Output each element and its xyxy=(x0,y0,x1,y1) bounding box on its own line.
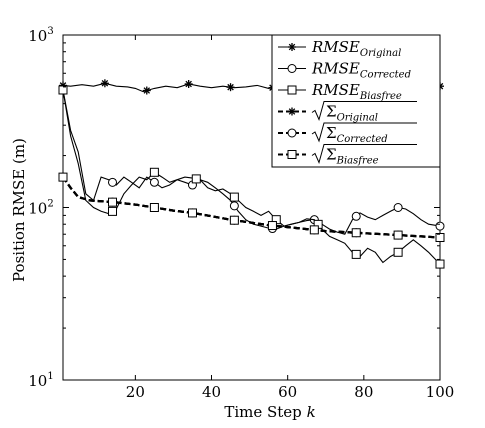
data-point-marker xyxy=(149,167,159,177)
series-Sigma_Biasfree xyxy=(58,172,445,243)
legend-marker xyxy=(287,150,297,159)
series-RMSE_Biasfree xyxy=(58,85,445,269)
y-tick-label: 101 xyxy=(28,371,53,390)
data-point-marker xyxy=(351,249,361,259)
sqrt-sign xyxy=(311,101,417,121)
y-tick-label: 102 xyxy=(28,199,53,218)
data-point-marker xyxy=(149,177,159,187)
sqrt-sign xyxy=(311,144,417,164)
legend-label: RMSEBiasfree xyxy=(311,81,402,102)
legend-entry: ΣBiasfree xyxy=(278,144,417,167)
data-point-marker xyxy=(58,85,68,95)
x-tick-label: 100 xyxy=(426,383,455,401)
data-point-marker xyxy=(435,233,445,243)
legend-label: ΣBiasfree xyxy=(326,146,379,167)
data-point-marker xyxy=(226,83,235,92)
data-point-marker xyxy=(435,221,445,231)
legend-entry: ΣCorrected xyxy=(278,122,417,145)
legend-entry: RMSECorrected xyxy=(278,60,411,81)
legend-marker xyxy=(288,107,296,116)
data-point-marker xyxy=(393,203,403,212)
x-tick-label: 40 xyxy=(202,383,221,401)
data-point-marker xyxy=(267,221,277,231)
data-point-marker xyxy=(149,203,159,212)
legend-entry: ΣOriginal xyxy=(278,101,417,124)
legend-entry: RMSEBiasfree xyxy=(278,81,402,102)
data-point-marker xyxy=(229,192,239,202)
x-axis-label: Time Step k xyxy=(224,403,315,421)
x-tick-label: 60 xyxy=(278,383,297,401)
series-line xyxy=(62,89,441,265)
series-line xyxy=(62,176,441,239)
x-axis-ticks: 20 40 60 80 100 xyxy=(126,35,455,401)
data-point-marker xyxy=(351,228,361,238)
legend: RMSEOriginalRMSECorrectedRMSEBiasfreeΣOr… xyxy=(271,34,441,168)
data-point-marker xyxy=(108,206,118,216)
legend-label: RMSEOriginal xyxy=(311,38,401,59)
data-point-marker xyxy=(393,230,403,240)
data-point-marker xyxy=(191,174,201,184)
data-point-marker xyxy=(58,172,68,182)
data-point-marker xyxy=(229,215,239,225)
y-tick-label: 103 xyxy=(28,26,53,45)
legend-label: RMSECorrected xyxy=(311,60,411,81)
y-axis-label: Position RMSE (m) xyxy=(10,138,28,282)
data-point-marker xyxy=(309,225,319,235)
data-point-marker xyxy=(229,201,239,211)
sqrt-sign xyxy=(311,122,417,143)
data-point-marker xyxy=(184,79,193,88)
series-line xyxy=(62,176,441,239)
data-point-marker xyxy=(435,259,445,269)
data-point-marker xyxy=(393,247,403,257)
data-point-marker xyxy=(142,86,151,95)
data-point-marker xyxy=(187,208,197,218)
legend-marker xyxy=(287,64,297,73)
x-tick-label: 20 xyxy=(126,383,145,401)
legend-marker xyxy=(288,43,296,51)
legend-entry: RMSEOriginal xyxy=(278,38,401,59)
data-point-marker xyxy=(108,197,118,207)
series-line xyxy=(62,176,441,239)
legend-label: ΣCorrected xyxy=(326,124,388,145)
data-point-marker xyxy=(100,79,109,88)
x-tick-label: 80 xyxy=(354,383,373,401)
data-point-marker xyxy=(108,177,118,187)
data-point-marker xyxy=(351,211,361,221)
legend-marker xyxy=(287,85,297,95)
legend-label: ΣOriginal xyxy=(326,103,378,124)
legend-marker xyxy=(287,128,297,138)
